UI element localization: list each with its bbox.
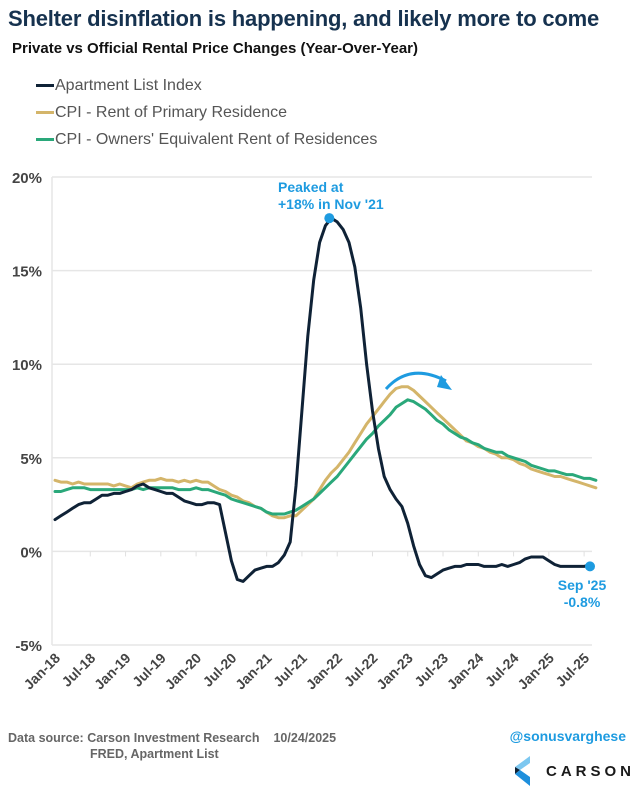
source-line1: Data source: Carson Investment Research [8,731,260,745]
legend: Apartment List Index CPI - Rent of Prima… [36,72,377,153]
x-tick-label: Jan-24 [444,650,487,693]
y-tick-label: 5% [20,451,42,468]
x-tick-label: Jan-22 [303,650,346,693]
chart-title: Shelter disinflation is happening, and l… [8,6,600,31]
peak-marker [324,213,335,224]
last-annotation-line2: -0.8% [564,594,601,610]
y-tick-label: 15% [12,264,42,281]
peak-annotation-line1: Peaked at [278,179,344,195]
y-tick-label: 20% [12,170,42,187]
legend-item-apartment-list: Apartment List Index [36,72,377,99]
x-tick-label: Jan-21 [232,650,275,693]
y-tick-label: 0% [20,544,42,561]
legend-swatch-apartment-list [36,84,54,87]
logo-text: CARSON [546,762,636,780]
curved-arrow-icon [384,371,447,391]
carson-logo-icon [515,756,530,786]
legend-swatch-cpi-rent [36,111,54,114]
series-lines [53,216,598,583]
x-tick-label: Jan-25 [514,650,557,693]
arrowhead-icon [437,375,452,390]
source-line2: FRED, Apartment List [90,747,219,761]
twitter-handle: @sonusvarghese [509,728,626,744]
chart-subtitle: Private vs Official Rental Price Changes… [12,40,419,57]
x-tick-label: Jul-25 [552,650,592,690]
legend-item-cpi-rent: CPI - Rent of Primary Residence [36,99,377,126]
x-tick-label: Jan-18 [20,650,63,693]
legend-item-cpi-oer: CPI - Owners' Equivalent Rent of Residen… [36,126,377,153]
carson-logo: CARSON [514,756,635,786]
data-source: Data source: Carson Investment Research 1… [8,730,336,762]
legend-label: Apartment List Index [55,76,202,94]
annotations: Peaked at +18% in Nov '21 Sep '25 -0.8% [278,179,606,610]
peak-annotation-line2: +18% in Nov '21 [278,196,384,212]
series-line-cpi-rent-of-primary-residence [53,385,598,520]
legend-label: CPI - Rent of Primary Residence [55,103,288,121]
x-tick-label: Jan-23 [373,650,416,693]
x-axis-ticks: Jan-18Jul-18Jan-19Jul-19Jan-20Jul-20Jan-… [20,551,592,692]
legend-swatch-cpi-oer [36,138,54,141]
y-axis-ticks: -5% 0% 5% 10% 15% 20% [12,170,42,655]
y-tick-label: 10% [12,357,42,374]
series-line-apartment-list-index [53,216,592,583]
gridlines [51,176,592,646]
x-tick-label: Jan-20 [162,650,205,693]
last-value-marker [585,561,595,572]
source-date: 10/24/2025 [273,731,337,745]
series-line-cpi-owners-equivalent-rent-of-residences [53,398,598,516]
legend-label: CPI - Owners' Equivalent Rent of Residen… [55,130,378,148]
last-annotation-line1: Sep '25 [558,577,607,593]
y-tick-label: -5% [15,638,42,655]
x-tick-label: Jan-19 [91,650,134,693]
line-chart: -5% 0% 5% 10% 15% 20% Jan-18Jul-18Jan-19Jul-1… [12,170,606,692]
